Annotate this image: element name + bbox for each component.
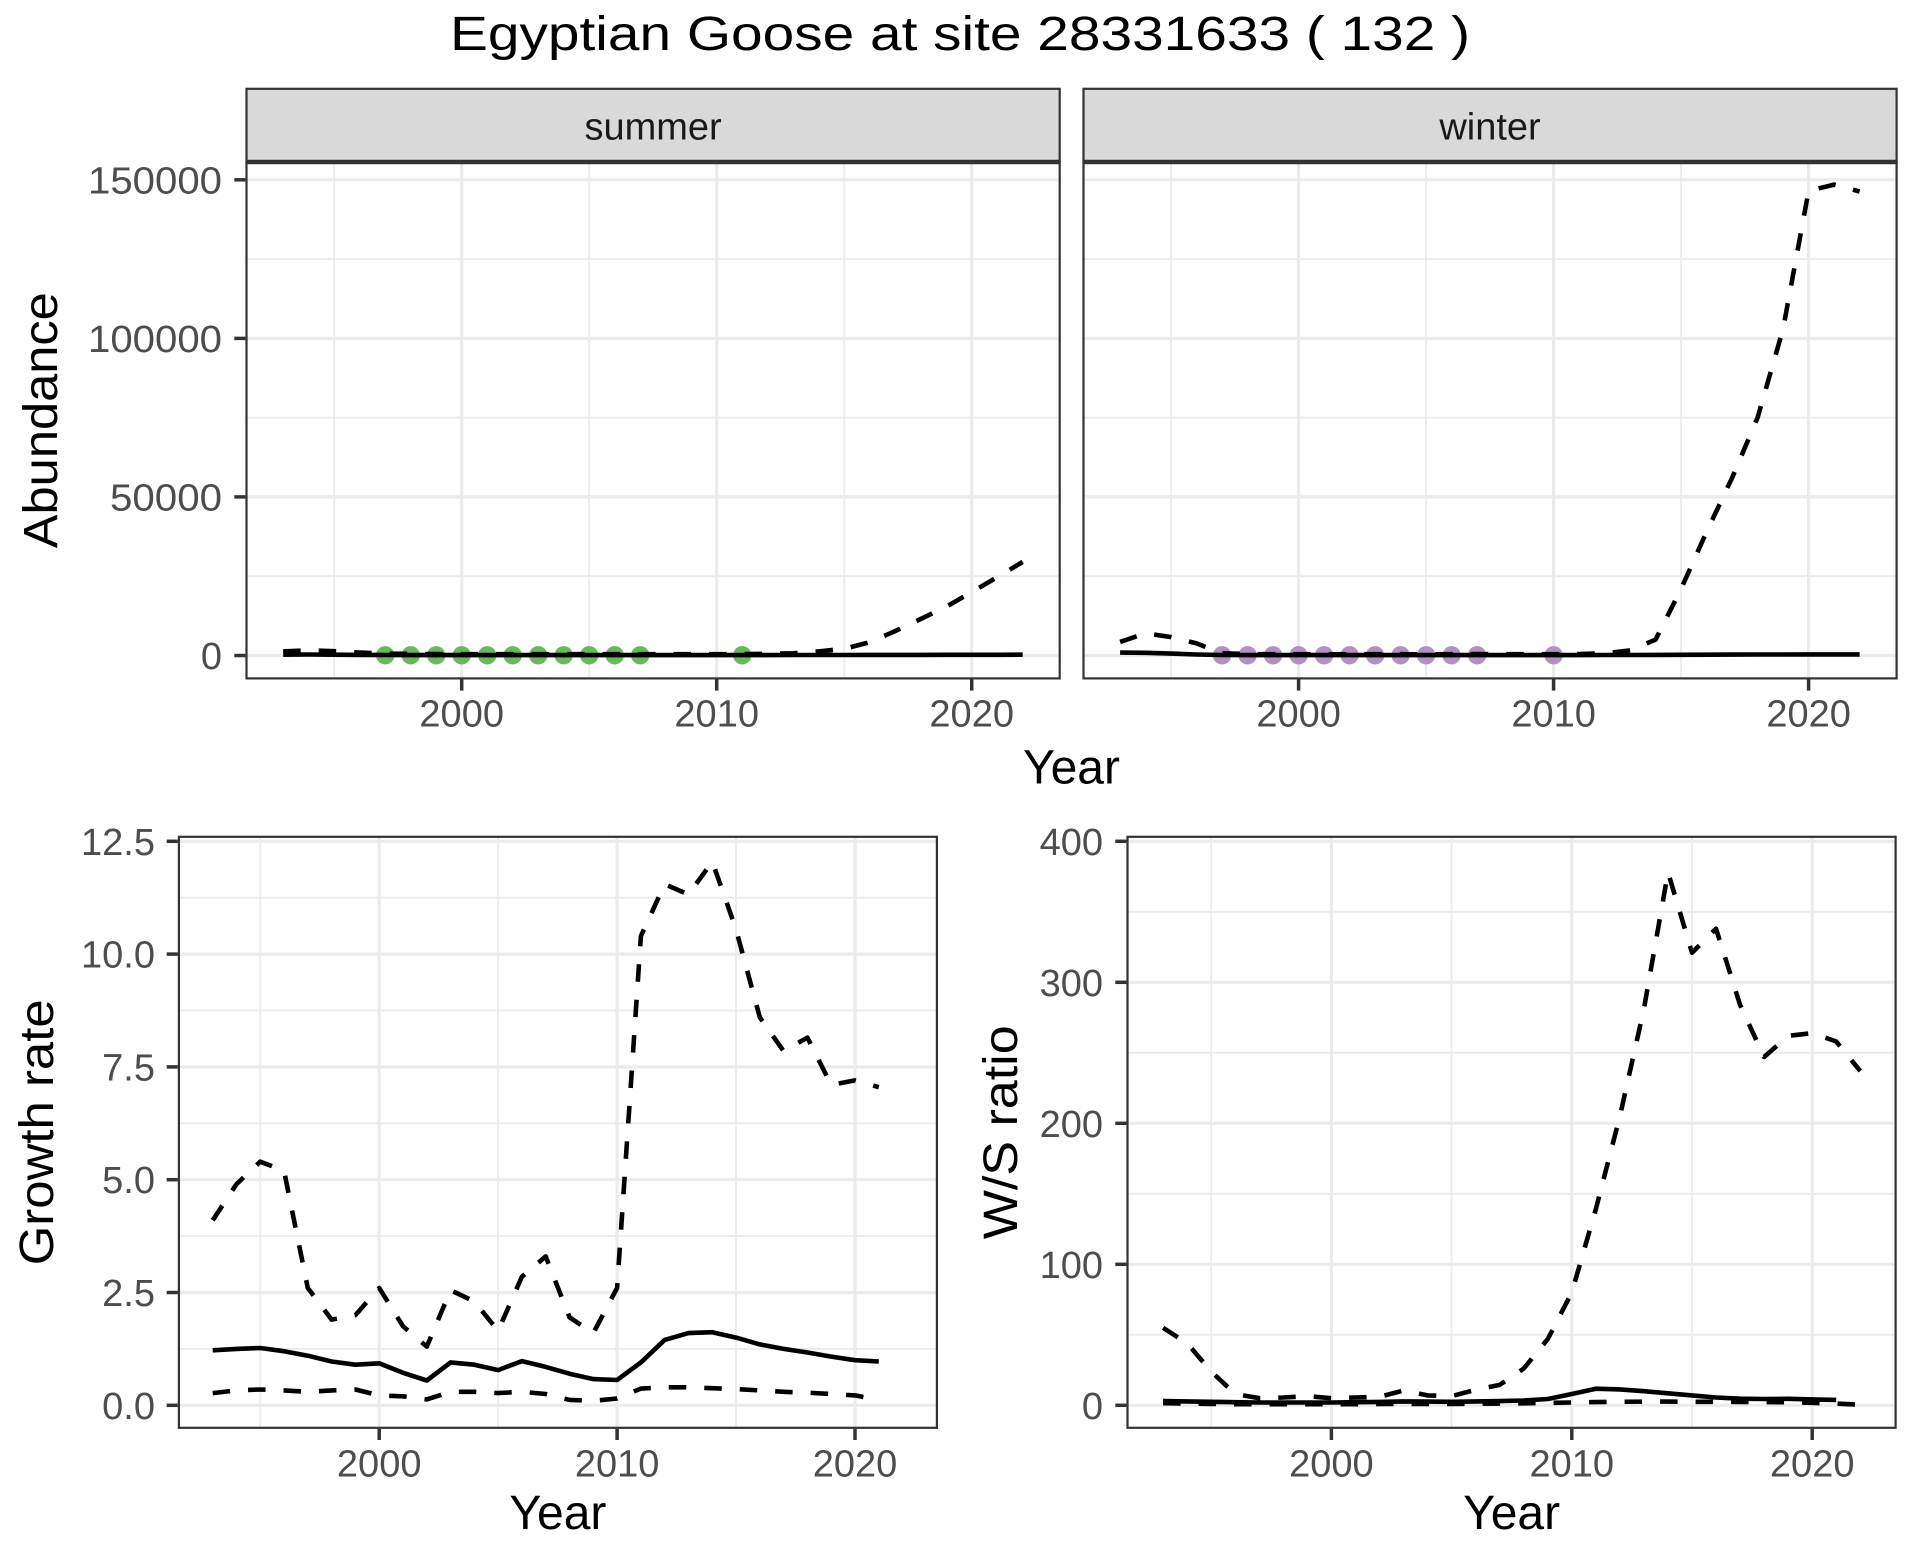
svg-text:100: 100 [1040, 1245, 1103, 1287]
svg-text:Year: Year [509, 1487, 606, 1540]
svg-text:2020: 2020 [1770, 1444, 1855, 1486]
svg-text:5.0: 5.0 [102, 1160, 155, 1202]
svg-text:2000: 2000 [1256, 694, 1341, 736]
svg-text:400: 400 [1040, 822, 1103, 864]
svg-text:2000: 2000 [1289, 1444, 1374, 1486]
svg-text:7.5: 7.5 [102, 1047, 155, 1089]
svg-text:2010: 2010 [575, 1444, 660, 1486]
svg-text:0: 0 [201, 636, 222, 678]
svg-text:150000: 150000 [88, 160, 222, 202]
svg-text:2010: 2010 [674, 694, 759, 736]
svg-text:W/S ratio: W/S ratio [975, 1025, 1028, 1239]
svg-text:summer: summer [584, 106, 722, 148]
svg-text:2020: 2020 [1766, 694, 1851, 736]
svg-text:200: 200 [1040, 1104, 1103, 1146]
svg-text:2020: 2020 [813, 1444, 898, 1486]
svg-text:Egyptian Goose at site 2833163: Egyptian Goose at site 28331633 ( 132 ) [450, 8, 1470, 61]
svg-text:0.0: 0.0 [102, 1386, 155, 1428]
svg-text:0: 0 [1082, 1386, 1103, 1428]
svg-text:10.0: 10.0 [81, 935, 155, 977]
svg-text:2.5: 2.5 [102, 1273, 155, 1315]
svg-text:2010: 2010 [1530, 1444, 1615, 1486]
svg-text:2000: 2000 [337, 1444, 422, 1486]
svg-text:2010: 2010 [1511, 694, 1596, 736]
svg-text:2020: 2020 [929, 694, 1014, 736]
svg-text:2000: 2000 [419, 694, 504, 736]
svg-text:winter: winter [1438, 106, 1541, 148]
svg-text:50000: 50000 [110, 477, 222, 519]
svg-text:Year: Year [1023, 741, 1120, 794]
svg-text:100000: 100000 [88, 319, 222, 361]
svg-text:12.5: 12.5 [81, 822, 155, 864]
svg-text:300: 300 [1040, 963, 1103, 1005]
svg-text:Year: Year [1463, 1487, 1560, 1540]
svg-text:Abundance: Abundance [15, 292, 68, 548]
svg-text:Growth rate: Growth rate [11, 999, 64, 1265]
